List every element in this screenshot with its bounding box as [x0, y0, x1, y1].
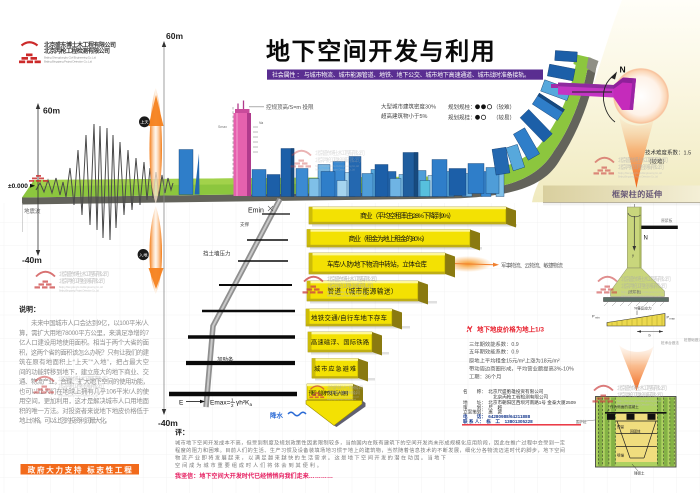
- svg-text:Beijing Shengdongbo Civil Engi: Beijing Shengdongbo Civil Engineering Co…: [44, 56, 96, 60]
- svg-text:原浆板: 原浆板: [661, 218, 673, 223]
- svg-text:加勁条: 加勁条: [217, 356, 234, 364]
- svg-text:积，这两个省的面积该怎么办呢？只有让我们的建: 积，这两个省的面积该怎么办呢？只有让我们的建: [19, 347, 150, 356]
- svg-text:回固体: 回固体: [630, 429, 641, 434]
- svg-text:1: 1: [231, 398, 234, 403]
- svg-text:联 系 人： 栋 工 13801305228: 联 系 人： 栋 工 13801305228: [463, 418, 533, 425]
- svg-text:电 话： 64280988/64211888: 电 话： 64280988/64211888: [463, 413, 531, 420]
- svg-text:城市地下空间开发成本不高，但受到制度及规划政策性因素限制较多: 城市地下空间开发成本不高，但受到制度及规划政策性因素限制较多，当前国内在既有建筑…: [175, 438, 565, 446]
- svg-text:商业（平均空租率由28%下降到9%）: 商业（平均空租率由28%下降到9%）: [360, 211, 455, 220]
- svg-text:±0.000: ±0.000: [8, 183, 28, 190]
- svg-text:用空间，更加利用，这才是解决城市人口用地面: 用空间，更加利用，这才是解决城市人口用地面: [19, 396, 150, 405]
- svg-text:北京丙枪工程检测有限公司: 北京丙枪工程检测有限公司: [44, 47, 110, 55]
- svg-text:我坚信：地下空间大开发时代已经悄悄向我们走来…………: 我坚信：地下空间大开发时代已经悄悄向我们走来…………: [175, 472, 333, 480]
- svg-text:%集反应力: %集反应力: [634, 306, 652, 311]
- svg-text:2: 2: [231, 403, 234, 408]
- svg-text:亿人口建设用地使用面积。相当于两个大省的面: 亿人口建设用地使用面积。相当于两个大省的面: [19, 338, 150, 347]
- svg-text:说明：: 说明：: [19, 305, 40, 314]
- svg-text:名 称： 北京尺盛胞雄投资有限公司: 名 称： 北京尺盛胞雄投资有限公司: [463, 388, 544, 395]
- svg-text:北京盛东博土木工程有限公司: 北京盛东博土木工程有限公司: [44, 41, 116, 49]
- svg-text:（较易）: （较易）: [493, 114, 515, 122]
- svg-text:地震波: 地震波: [24, 207, 41, 215]
- svg-text:N: N: [644, 236, 648, 242]
- svg-text:三年期效能系数：0.9: 三年期效能系数：0.9: [469, 340, 519, 348]
- svg-text:地下地皮价格为地上1/3: 地下地皮价格为地上1/3: [477, 325, 544, 334]
- svg-text:围护桩: 围护桩: [576, 419, 587, 424]
- svg-text:作为侧面的混凝土: 作为侧面的混凝土: [610, 404, 639, 409]
- svg-text:北京丙枪工程检测有限公司: 北京丙枪工程检测有限公司: [493, 394, 549, 401]
- svg-text:min: min: [595, 316, 600, 320]
- svg-text:残膏土: 残膏土: [634, 471, 645, 476]
- svg-text:控规顶高/S=m 投限: 控规顶高/S=m 投限: [266, 103, 314, 111]
- svg-text:社会属性 ： 与城市物流、城市能源管道、地铁、地下公交、城: 社会属性 ： 与城市物流、城市能源管道、地铁、地下公交、城市地下高速通道、城市战…: [272, 71, 530, 79]
- svg-text:桩基础做法: 桩基础做法: [684, 337, 700, 342]
- svg-text:政府大力支持 标志性工程: 政府大力支持 标志性工程: [28, 464, 133, 474]
- svg-text:原地上平均租金15元/m²上涨为18元/m²: 原地上平均租金15元/m²上涨为18元/m²: [469, 357, 560, 365]
- svg-text:规划规桂：: 规划规桂：: [448, 103, 476, 111]
- svg-text:降水: 降水: [270, 411, 284, 420]
- svg-text:P: P: [592, 315, 595, 319]
- svg-text:未来中国城市人口会达到9亿，以100平米/人: 未来中国城市人口会达到9亿，以100平米/人: [31, 318, 150, 327]
- svg-text:喷锚: 喷锚: [617, 453, 625, 458]
- svg-text:γh²K: γh²K: [236, 400, 250, 407]
- svg-text:技术难度系数：1.5: 技术难度系数：1.5: [645, 149, 691, 157]
- svg-text:Emax=: Emax=: [210, 400, 231, 407]
- svg-text:物流产业即将发展起来，以满足越来越快的生活需求。这是地下空间: 物流产业即将发展起来，以满足越来越快的生活需求。这是地下空间开发的潜在动因。当地…: [175, 453, 446, 461]
- svg-text:60m: 60m: [43, 106, 60, 116]
- svg-text:带动周边商圈形成，平均营业额提高3%-10%: 带动周边商圈形成，平均营业额提高3%-10%: [469, 365, 574, 373]
- svg-text:军事物流、云物流、敏捷物流: 军事物流、云物流、敏捷物流: [501, 262, 563, 270]
- svg-text:地上价格，可以让您的投资利润最大化。: 地上价格，可以让您的投资利润最大化。: [19, 416, 111, 425]
- svg-text:算，需扩大用地78000平方公里，来满足净增的7: 算，需扩大用地78000平方公里，来满足净增的7: [19, 328, 149, 337]
- svg-text:Smax: Smax: [218, 125, 227, 129]
- svg-text:筑在原有地面积上“上天”“入地”，把占最大空: 筑在原有地面积上“上天”“入地”，把占最大空: [19, 357, 149, 366]
- svg-text:E: E: [179, 400, 184, 407]
- svg-text:桩承台做法: 桩承台做法: [661, 340, 679, 345]
- svg-text:max: max: [670, 317, 676, 321]
- svg-text:城市应急避难: 城市应急避难: [314, 365, 356, 373]
- svg-text:60m: 60m: [166, 31, 183, 41]
- svg-text:策 划： 尺 越: 策 划： 尺 越: [463, 404, 502, 411]
- svg-text:-40m: -40m: [158, 418, 178, 428]
- svg-text:立案策划： 惠 敦: 立案策划： 惠 敦: [463, 408, 502, 415]
- svg-text:上天: 上天: [140, 119, 149, 126]
- svg-text:工期：36个月: 工期：36个月: [469, 374, 501, 381]
- svg-text:评：: 评：: [175, 429, 189, 437]
- svg-text:地下空间开发与利用: 地下空间开发与利用: [266, 38, 496, 66]
- svg-text:a: a: [250, 402, 253, 407]
- svg-text:框架柱的延伸: 框架柱的延伸: [612, 189, 662, 199]
- svg-text:大型城市建筑密度30%: 大型城市建筑密度30%: [381, 103, 436, 111]
- svg-text:五年期效能系数：0.9: 五年期效能系数：0.9: [469, 348, 519, 356]
- svg-text:商业（租金为地上租金的80%）: 商业（租金为地上租金的80%）: [349, 234, 429, 243]
- svg-text:Emin: Emin: [248, 208, 264, 215]
- svg-text:P: P: [667, 316, 670, 320]
- svg-text:预留: 预留: [617, 424, 625, 429]
- svg-text:高速磁浮、国际铁路: 高速磁浮、国际铁路: [311, 339, 370, 347]
- svg-text:程度的阻力和困难。目前人们的生活、生产习惯及设备装填场地习惯: 程度的阻力和困难。目前人们的生活、生产习惯及设备装填场地习惯于地上的建筑物，当然…: [175, 446, 565, 454]
- svg-text:入地: 入地: [139, 252, 148, 258]
- svg-text:地 址： 北京市朝阳区西坝河南路1号 金泰大厦2509: 地 址： 北京市朝阳区西坝河南路1号 金泰大厦2509: [463, 399, 576, 406]
- svg-text:y: y: [632, 253, 634, 258]
- svg-text:积的唯一方法。对投资者来说地下地皮价格低于: 积的唯一方法。对投资者来说地下地皮价格低于: [19, 406, 150, 415]
- svg-text:挡土墙压力: 挡土墙压力: [203, 250, 231, 258]
- svg-text:Beijing Bingqiang Project Dete: Beijing Bingqiang Project Detection Co.,…: [44, 60, 92, 64]
- svg-text:车库/人防/地下物流中转站，立体仓库: 车库/人防/地下物流中转站，立体仓库: [327, 259, 427, 268]
- svg-text:地铁交通/自行车地下存车: 地铁交通/自行车地下存车: [311, 313, 388, 322]
- svg-text:（较难）: （较难）: [493, 103, 515, 111]
- svg-text:N: N: [620, 65, 626, 75]
- svg-text:超高建筑物小于5%: 超高建筑物小于5%: [381, 112, 428, 120]
- svg-text:Va: Va: [259, 121, 263, 125]
- svg-text:空间成为城市重要组成时人们将体会到其便利。: 空间成为城市重要组成时人们将体会到其便利。: [175, 461, 322, 469]
- svg-text:间的功能转移到地下，建立庞大的地下商业、交: 间的功能转移到地下，建立庞大的地下商业、交: [19, 367, 150, 376]
- svg-text:b: b: [649, 333, 652, 338]
- svg-text:规划规桂：: 规划规桂：: [448, 114, 476, 122]
- svg-text:支撑: 支撑: [240, 221, 249, 228]
- svg-text:-40m: -40m: [22, 255, 42, 265]
